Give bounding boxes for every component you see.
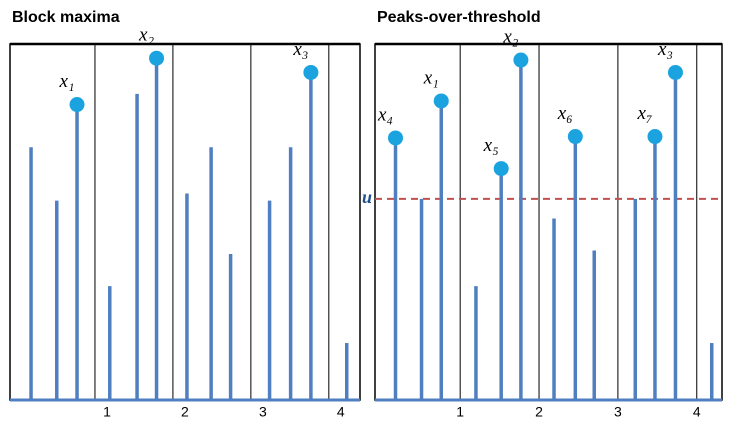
peak-point [567,129,583,145]
peak-label: x₂ [502,26,518,47]
peak-point [69,97,85,113]
peak-point [433,93,449,109]
peak-point [493,161,509,177]
peak-point [388,130,404,146]
plot-frame [9,43,361,401]
peak-label: x₇ [636,103,652,124]
peak-label: x₁ [59,71,75,92]
peak-point [303,64,319,80]
x-tick-label: 2 [535,404,543,420]
threshold-label: u [362,187,372,207]
chart-title: Block maxima [12,9,120,26]
peak-label: x₆ [557,103,573,124]
x-tick-label: 1 [103,404,111,420]
peak-label: x₂ [138,25,154,46]
peak-label: x₅ [483,135,499,156]
peak-point [513,52,529,68]
x-tick-label: 4 [693,404,701,420]
peak-point [667,64,683,80]
peak-point [149,50,165,66]
x-tick-label: 4 [337,404,345,420]
x-tick-label: 3 [614,404,622,420]
peak-point [647,129,663,145]
chart-title: Peaks-over-threshold [377,9,541,26]
peak-label: x₄ [377,104,393,125]
x-tick-label: 3 [259,404,267,420]
peak-label: x₁ [423,67,439,88]
plot-frame [374,43,723,401]
peak-label: x₃ [657,39,673,60]
x-tick-label: 1 [456,404,464,420]
x-tick-label: 2 [181,404,189,420]
peak-label: x₃ [292,39,308,60]
